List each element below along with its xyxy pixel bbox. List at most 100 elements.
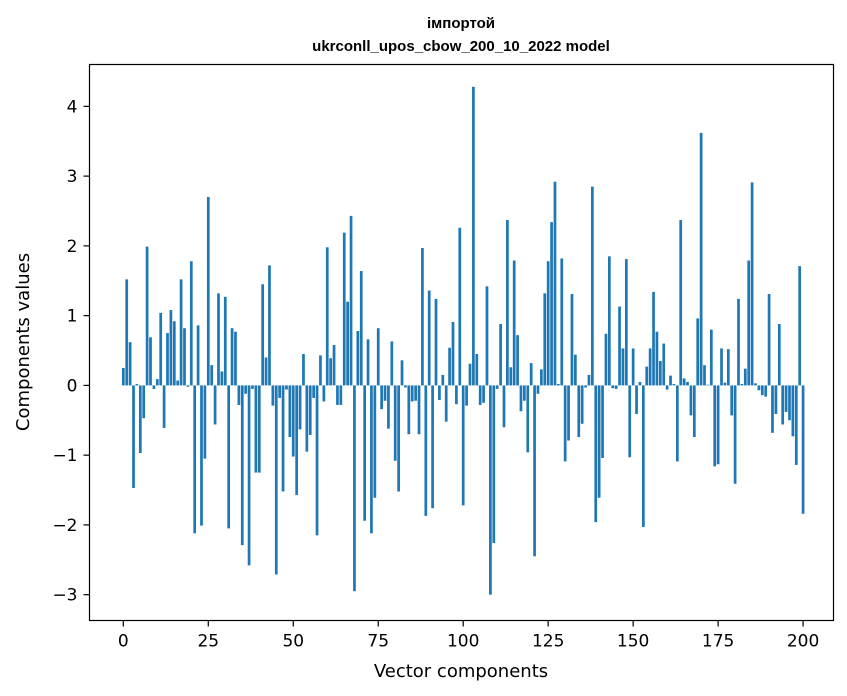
- bar: [189, 261, 193, 386]
- bar: [461, 385, 465, 506]
- bar: [675, 385, 679, 462]
- bar: [587, 374, 591, 386]
- bar: [781, 385, 785, 425]
- bar: [268, 265, 271, 386]
- bar: [560, 258, 564, 386]
- bar: [764, 385, 768, 397]
- bar: [376, 328, 380, 386]
- bar: [414, 385, 417, 401]
- x-tick-label: 75: [367, 632, 389, 652]
- bar: [383, 385, 387, 401]
- bar: [489, 385, 492, 595]
- bar: [492, 385, 496, 544]
- bar: [166, 333, 169, 386]
- bar: [706, 384, 710, 386]
- bar: [373, 385, 377, 498]
- bar: [230, 328, 234, 386]
- bar: [206, 197, 210, 386]
- bar: [747, 260, 751, 386]
- bar: [162, 385, 166, 428]
- bar: [332, 344, 336, 386]
- bar: [655, 331, 659, 386]
- bar: [138, 385, 142, 454]
- bar: [149, 337, 152, 386]
- bar: [285, 385, 288, 390]
- bar: [220, 371, 224, 386]
- bar: [193, 385, 197, 534]
- bar: [475, 354, 479, 386]
- bar: [635, 385, 638, 414]
- bar: [777, 324, 781, 386]
- bar: [495, 385, 499, 389]
- bar: [611, 385, 615, 389]
- bar: [363, 385, 366, 521]
- bar: [315, 385, 319, 536]
- bar: [240, 385, 244, 546]
- bar: [652, 291, 655, 386]
- bar: [431, 385, 434, 509]
- bar: [227, 385, 231, 529]
- bar: [312, 385, 316, 398]
- bar: [638, 381, 642, 386]
- bar: [523, 385, 526, 401]
- bar: [404, 385, 407, 388]
- bar: [570, 294, 574, 386]
- bar: [121, 367, 125, 386]
- bar: [451, 321, 455, 386]
- bar: [692, 385, 696, 438]
- bar: [370, 385, 373, 534]
- bar: [703, 365, 706, 386]
- bar: [584, 385, 587, 388]
- bar: [648, 348, 652, 386]
- bar: [720, 348, 723, 386]
- bar: [519, 385, 523, 412]
- bar: [254, 385, 258, 473]
- bar: [339, 385, 343, 405]
- bar: [155, 379, 159, 386]
- bar: [543, 293, 547, 386]
- bar: [169, 310, 173, 386]
- bar: [550, 222, 553, 386]
- bar: [580, 385, 584, 424]
- bar: [658, 360, 662, 386]
- bar: [516, 335, 519, 386]
- bar: [342, 232, 346, 386]
- bar: [417, 385, 421, 435]
- bar: [784, 385, 788, 412]
- bar: [200, 385, 203, 526]
- bar: [264, 357, 268, 386]
- bar: [366, 339, 370, 386]
- bar: [397, 385, 400, 492]
- bar: [689, 385, 693, 416]
- bar: [624, 259, 628, 386]
- bar: [686, 381, 689, 386]
- bar: [183, 328, 186, 386]
- bar: [506, 220, 509, 386]
- bar: [536, 385, 540, 394]
- bar: [247, 385, 251, 566]
- bar: [217, 293, 220, 386]
- bar: [478, 385, 482, 405]
- bar: [132, 385, 135, 488]
- bar: [407, 385, 411, 435]
- bar: [135, 384, 139, 386]
- chart-title-line-2: ukrconll_upos_cbow_200_10_2022 model: [312, 38, 610, 55]
- bar: [424, 385, 428, 516]
- bar: [223, 296, 227, 386]
- bar: [590, 186, 594, 386]
- y-axis-label: Components values: [13, 253, 34, 431]
- y-tick-label: −1: [52, 446, 77, 466]
- bar: [482, 385, 485, 403]
- bar: [179, 279, 183, 386]
- bar: [546, 261, 550, 386]
- bar-series: [121, 86, 805, 595]
- y-tick-label: 4: [67, 97, 78, 117]
- bar: [750, 182, 754, 386]
- bar: [794, 385, 798, 465]
- bar: [196, 325, 200, 386]
- bar: [203, 385, 207, 459]
- bar: [733, 385, 737, 484]
- bar: [774, 385, 778, 414]
- bar: [353, 385, 356, 592]
